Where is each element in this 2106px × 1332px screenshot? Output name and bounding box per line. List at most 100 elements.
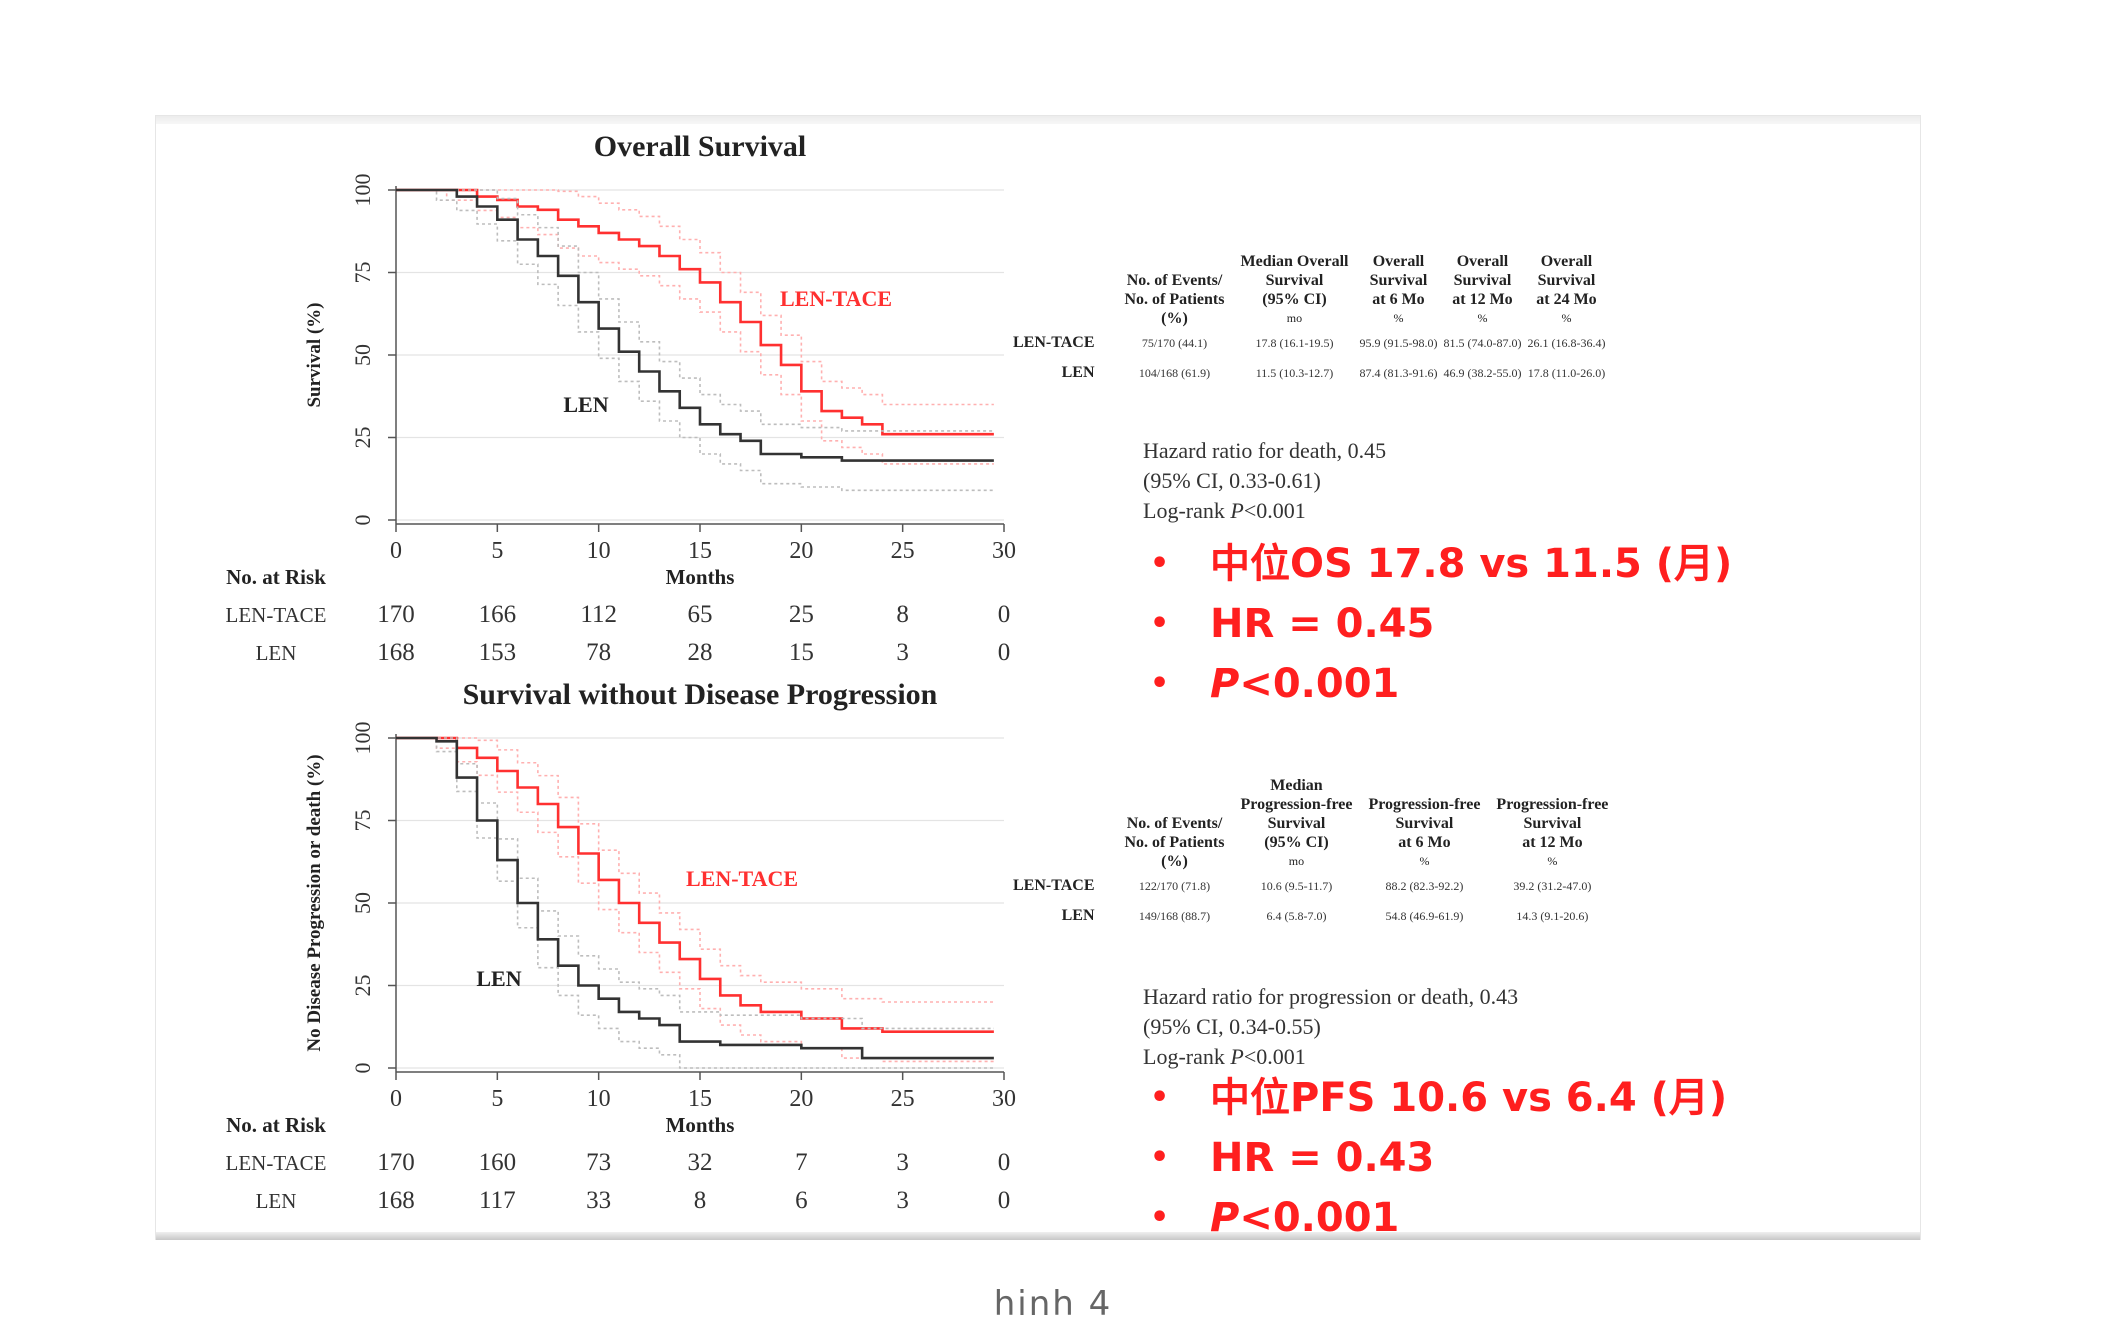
stats-cell: 75/170 (44.1) bbox=[1141, 336, 1208, 350]
os-stats-header: Median Overall Survival (95% CI) mo bbox=[1240, 253, 1349, 325]
risk-value: 153 bbox=[479, 639, 517, 666]
figure-bottom-border bbox=[156, 1232, 1920, 1240]
risk-value: 25 bbox=[789, 601, 814, 628]
stats-cell: 81.5 (74.0-87.0) bbox=[1443, 336, 1522, 350]
risk-value: 15 bbox=[789, 639, 814, 666]
x-tick-label: 30 bbox=[992, 1086, 1016, 1112]
stats-cell: 87.4 (81.3-91.6) bbox=[1359, 366, 1438, 380]
x-tick-label: 10 bbox=[587, 1086, 611, 1112]
x-tick-label: 15 bbox=[688, 1086, 712, 1112]
y-tick-label: 0 bbox=[350, 1063, 375, 1074]
risk-value: 160 bbox=[479, 1149, 517, 1176]
row-label: LEN-TACE bbox=[1013, 334, 1095, 351]
pfs-stats-row-lentace: LEN-TACE 122/170 (71.8) 10.6 (9.5-11.7) … bbox=[1010, 871, 1616, 901]
bullet: • bbox=[1150, 1140, 1170, 1175]
risk-value: 3 bbox=[896, 1149, 909, 1176]
os-stats-table: No. of Events/No. of Patients (%) Median … bbox=[1010, 252, 1608, 388]
risk-row-label: LEN-TACE bbox=[226, 1151, 327, 1175]
logrank-line: Log-rank P<0.001 bbox=[1143, 1044, 1306, 1069]
risk-value: 0 bbox=[998, 601, 1011, 628]
pfs-hazard-ratio-text: Hazard ratio for progression or death, 0… bbox=[1143, 982, 1518, 1072]
risk-value: 168 bbox=[377, 1187, 415, 1214]
x-tick-label: 0 bbox=[390, 1086, 402, 1112]
risk-value: 6 bbox=[795, 1187, 808, 1214]
x-tick-label: 10 bbox=[587, 538, 611, 564]
ci-lower-line bbox=[396, 189, 994, 492]
os-stats-header: Overall Survival at 6 Mo% bbox=[1369, 253, 1428, 325]
series-line-lentace bbox=[396, 188, 994, 436]
pfs-stats-header-row: No. of Events/No. of Patients (%) Median P… bbox=[1010, 776, 1616, 871]
ci-line: (95% CI, 0.33-0.61) bbox=[1143, 468, 1321, 493]
os-p-highlight: • P<0.001 bbox=[1150, 654, 1732, 714]
y-tick-label: 75 bbox=[350, 810, 375, 832]
chart-title: Survival without Disease Progression bbox=[463, 678, 938, 711]
y-tick-label: 50 bbox=[350, 344, 375, 366]
risk-row-label: LEN bbox=[256, 641, 297, 665]
row-label: LEN-TACE bbox=[1013, 877, 1095, 894]
pfs-chart: Survival without Disease Progression 0 25 5… bbox=[226, 678, 1016, 1214]
risk-table-label: No. at Risk bbox=[226, 1113, 326, 1137]
series-line-lentace bbox=[396, 736, 994, 1033]
pfs-p-highlight: • P<0.001 bbox=[1150, 1188, 1727, 1248]
figure-top-border bbox=[156, 116, 1920, 124]
y-axis-label: Survival (%) bbox=[304, 302, 325, 407]
ci-lower-line bbox=[396, 189, 994, 465]
pfs-hr-highlight: • HR = 0.43 bbox=[1150, 1128, 1727, 1188]
risk-value: 168 bbox=[377, 639, 415, 666]
x-tick-label: 5 bbox=[491, 538, 503, 564]
x-tick-label: 0 bbox=[390, 538, 402, 564]
stats-cell: 17.8 (16.1-19.5) bbox=[1255, 336, 1334, 350]
x-tick-label: 25 bbox=[891, 1086, 915, 1112]
os-stats-header: Overall Survival at 24 Mo% bbox=[1536, 253, 1597, 325]
stats-cell: 17.8 (11.0-26.0) bbox=[1527, 366, 1606, 380]
risk-value: 8 bbox=[896, 601, 909, 628]
stats-cell: 104/168 (61.9) bbox=[1138, 366, 1211, 380]
pfs-median-highlight: • 中位PFS 10.6 vs 6.4 (月) bbox=[1150, 1068, 1727, 1128]
risk-value: 117 bbox=[479, 1187, 516, 1214]
risk-value: 73 bbox=[586, 1149, 611, 1176]
risk-value: 170 bbox=[377, 1149, 415, 1176]
risk-value: 3 bbox=[896, 1187, 909, 1214]
stats-cell: 10.6 (9.5-11.7) bbox=[1260, 879, 1333, 893]
x-tick-label: 30 bbox=[992, 538, 1016, 564]
stats-cell: 11.5 (10.3-12.7) bbox=[1255, 366, 1334, 380]
x-tick-label: 20 bbox=[789, 1086, 813, 1112]
stats-cell: 88.2 (82.3-92.2) bbox=[1385, 879, 1464, 893]
os-stats-row-lentace: LEN-TACE 75/170 (44.1) 17.8 (16.1-19.5) … bbox=[1010, 328, 1608, 358]
pfs-stats-header: Progression-free Survival at 12 Mo% bbox=[1496, 796, 1609, 868]
y-tick-label: 25 bbox=[350, 975, 375, 997]
risk-value: 7 bbox=[795, 1149, 808, 1176]
series-label-len: LEN bbox=[563, 392, 608, 417]
os-stats-header: No. of Events/No. of Patients (%) bbox=[1124, 272, 1225, 327]
risk-value: 170 bbox=[377, 601, 415, 628]
os-highlight-list: • 中位OS 17.8 vs 11.5 (月) • HR = 0.45 • P<0.0… bbox=[1150, 534, 1732, 714]
x-tick-label: 25 bbox=[891, 538, 915, 564]
pfs-highlight-list: • 中位PFS 10.6 vs 6.4 (月) • HR = 0.43 • P<0.0… bbox=[1150, 1068, 1727, 1248]
row-label: LEN bbox=[1061, 364, 1095, 381]
risk-table-label: No. at Risk bbox=[226, 565, 326, 589]
ci-upper-line bbox=[396, 737, 994, 1030]
stats-cell: 6.4 (5.8-7.0) bbox=[1266, 909, 1327, 923]
stats-cell: 26.1 (16.8-36.4) bbox=[1527, 336, 1606, 350]
stats-cell: 54.8 (46.9-61.9) bbox=[1385, 909, 1464, 923]
x-tick-label: 20 bbox=[789, 538, 813, 564]
x-tick-label: 15 bbox=[688, 538, 712, 564]
bullet: • bbox=[1150, 546, 1170, 581]
risk-row-label: LEN bbox=[256, 1189, 297, 1213]
risk-value: 166 bbox=[479, 601, 517, 628]
risk-value: 3 bbox=[896, 639, 909, 666]
os-stats-header: Overall Survival at 12 Mo% bbox=[1452, 253, 1513, 325]
ci-upper-line bbox=[396, 189, 994, 432]
series-label-lentace: LEN-TACE bbox=[686, 866, 798, 891]
risk-value: 8 bbox=[694, 1187, 707, 1214]
risk-value: 33 bbox=[586, 1187, 611, 1214]
pfs-stats-header: Median Progression-free Survival (95% CI) mo bbox=[1240, 777, 1353, 868]
y-tick-label: 75 bbox=[350, 262, 375, 284]
risk-value: 32 bbox=[688, 1149, 713, 1176]
risk-value: 0 bbox=[998, 639, 1011, 666]
bullet: • bbox=[1150, 1080, 1170, 1115]
figure-caption: hinh 4 bbox=[993, 1284, 1113, 1324]
os-hazard-ratio-text: Hazard ratio for death, 0.45 (95% CI, 0.… bbox=[1143, 436, 1386, 526]
bullet: • bbox=[1150, 666, 1170, 701]
